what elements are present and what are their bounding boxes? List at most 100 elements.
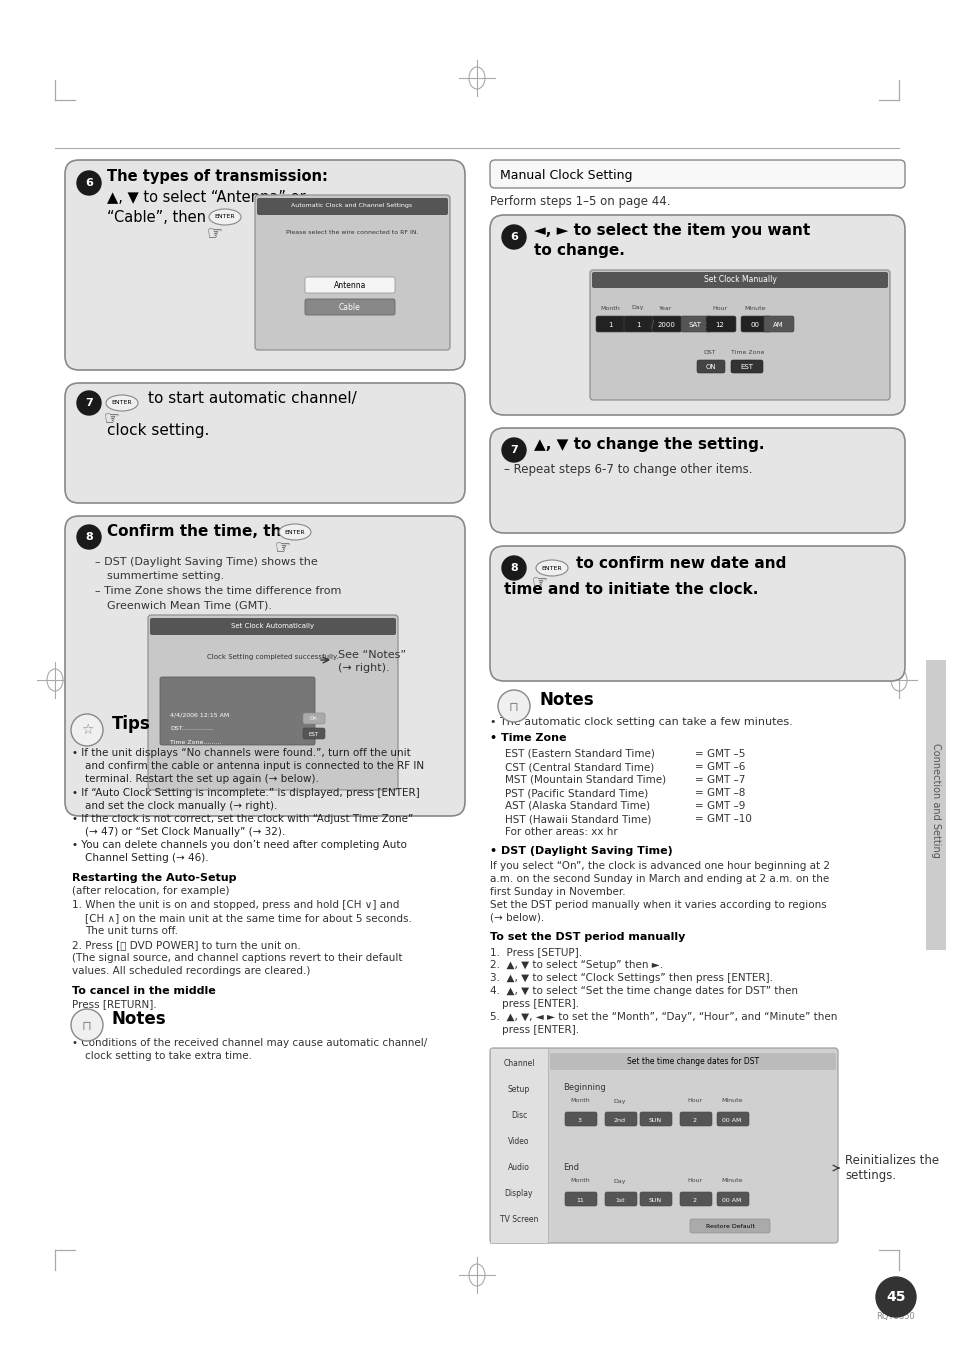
Text: 1: 1 <box>607 322 612 328</box>
Text: Connection and Setting: Connection and Setting <box>930 743 940 858</box>
Text: ⊓: ⊓ <box>509 701 518 713</box>
Text: If you select “On”, the clock is advanced one hour beginning at 2: If you select “On”, the clock is advance… <box>490 861 829 871</box>
Text: Set the time change dates for DST: Set the time change dates for DST <box>626 1056 759 1066</box>
Text: MST (Mountain Standard Time): MST (Mountain Standard Time) <box>504 775 665 785</box>
FancyBboxPatch shape <box>717 1192 748 1206</box>
FancyBboxPatch shape <box>651 316 681 332</box>
Text: • If the clock is not correct, set the clock with “Adjust Time Zone”: • If the clock is not correct, set the c… <box>71 815 413 824</box>
Text: Reinitializes the: Reinitializes the <box>844 1154 938 1166</box>
Text: Display: Display <box>504 1189 533 1198</box>
FancyBboxPatch shape <box>550 1052 835 1070</box>
Text: 1st: 1st <box>615 1197 624 1202</box>
Text: TV Screen: TV Screen <box>499 1216 537 1224</box>
Text: To set the DST period manually: To set the DST period manually <box>490 932 684 942</box>
FancyBboxPatch shape <box>65 516 464 816</box>
Bar <box>925 661 945 950</box>
Text: 8: 8 <box>510 563 517 573</box>
Circle shape <box>497 690 530 721</box>
Text: Hour: Hour <box>712 305 727 311</box>
FancyBboxPatch shape <box>592 272 887 288</box>
Text: Set Clock Manually: Set Clock Manually <box>702 276 776 285</box>
Text: Minute: Minute <box>720 1178 742 1183</box>
Text: Beginning: Beginning <box>562 1084 605 1093</box>
Text: ENTER: ENTER <box>112 400 132 405</box>
FancyBboxPatch shape <box>303 728 325 739</box>
Text: /: / <box>651 320 654 330</box>
Text: Minute: Minute <box>720 1098 742 1104</box>
Text: to change.: to change. <box>534 243 624 258</box>
Text: and confirm the cable or antenna input is connected to the RF IN: and confirm the cable or antenna input i… <box>85 761 424 771</box>
Text: Day: Day <box>631 305 643 311</box>
Text: 00 AM: 00 AM <box>721 1117 740 1123</box>
Text: ENTER: ENTER <box>541 566 561 570</box>
Text: 6: 6 <box>510 232 517 242</box>
Text: Set the DST period manually when it varies according to regions: Set the DST period manually when it vari… <box>490 900 826 911</box>
Circle shape <box>501 438 525 462</box>
Text: Press [RETURN].: Press [RETURN]. <box>71 998 156 1009</box>
FancyBboxPatch shape <box>65 382 464 503</box>
Text: ON: ON <box>705 363 716 370</box>
Text: Audio: Audio <box>508 1163 529 1173</box>
FancyBboxPatch shape <box>490 159 904 188</box>
FancyBboxPatch shape <box>305 299 395 315</box>
Ellipse shape <box>536 561 567 576</box>
FancyBboxPatch shape <box>490 546 904 681</box>
Text: ▲, ▼ to change the setting.: ▲, ▼ to change the setting. <box>534 438 763 453</box>
Text: DST................: DST................ <box>170 727 213 731</box>
Text: Please select the wire connected to RF IN.: Please select the wire connected to RF I… <box>285 231 417 235</box>
Text: 4/4/2006 12:15 AM: 4/4/2006 12:15 AM <box>170 712 229 717</box>
FancyBboxPatch shape <box>589 270 889 400</box>
FancyBboxPatch shape <box>150 617 395 635</box>
Text: to start automatic channel/: to start automatic channel/ <box>148 390 356 405</box>
Text: • Time Zone: • Time Zone <box>490 734 566 743</box>
Text: To cancel in the middle: To cancel in the middle <box>71 986 215 996</box>
Text: • If the unit displays “No channels were found.”, turn off the unit: • If the unit displays “No channels were… <box>71 748 411 758</box>
Text: Setup: Setup <box>507 1085 530 1094</box>
Text: Video: Video <box>508 1138 529 1147</box>
Text: HST (Hawaii Standard Time): HST (Hawaii Standard Time) <box>504 815 651 824</box>
FancyBboxPatch shape <box>604 1112 637 1125</box>
Text: “Cable”, then: “Cable”, then <box>107 209 206 224</box>
Text: EST (Eastern Standard Time): EST (Eastern Standard Time) <box>504 748 654 759</box>
Text: ⊓: ⊓ <box>82 1020 91 1032</box>
Text: to confirm new date and: to confirm new date and <box>576 555 785 570</box>
Text: Automatic Clock and Channel Settings: Automatic Clock and Channel Settings <box>291 204 412 208</box>
Text: SUN: SUN <box>648 1117 660 1123</box>
FancyBboxPatch shape <box>639 1112 671 1125</box>
FancyBboxPatch shape <box>160 677 314 744</box>
FancyBboxPatch shape <box>65 159 464 370</box>
FancyBboxPatch shape <box>623 316 654 332</box>
FancyBboxPatch shape <box>680 316 710 332</box>
Text: 6: 6 <box>85 178 92 188</box>
Text: Antenna: Antenna <box>334 281 366 290</box>
Text: SAT: SAT <box>688 322 700 328</box>
Text: Notes: Notes <box>112 1011 167 1028</box>
Text: • The automatic clock setting can take a few minutes.: • The automatic clock setting can take a… <box>490 717 792 727</box>
Text: settings.: settings. <box>844 1169 895 1182</box>
Text: AST (Alaska Standard Time): AST (Alaska Standard Time) <box>504 801 649 811</box>
FancyBboxPatch shape <box>639 1192 671 1206</box>
Text: End: End <box>562 1163 578 1173</box>
Text: (→ right).: (→ right). <box>337 663 389 673</box>
Text: Tips: Tips <box>112 715 151 734</box>
Text: ☞: ☞ <box>104 409 120 427</box>
Text: • Conditions of the received channel may cause automatic channel/: • Conditions of the received channel may… <box>71 1038 427 1048</box>
Ellipse shape <box>106 394 138 411</box>
FancyBboxPatch shape <box>763 316 793 332</box>
FancyBboxPatch shape <box>256 199 448 215</box>
Text: The unit turns off.: The unit turns off. <box>85 925 178 936</box>
Circle shape <box>501 226 525 249</box>
Text: Restore Default: Restore Default <box>705 1224 754 1229</box>
Text: • You can delete channels you don’t need after completing Auto: • You can delete channels you don’t need… <box>71 840 406 850</box>
Text: Month: Month <box>599 305 619 311</box>
FancyBboxPatch shape <box>697 359 724 373</box>
Text: 2.  ▲, ▼ to select “Setup” then ►.: 2. ▲, ▼ to select “Setup” then ►. <box>490 961 662 970</box>
Text: 1.  Press [SETUP].: 1. Press [SETUP]. <box>490 947 581 957</box>
Text: On: On <box>310 716 317 721</box>
Ellipse shape <box>278 524 311 540</box>
Circle shape <box>71 1009 103 1042</box>
Text: summertime setting.: summertime setting. <box>107 571 224 581</box>
Text: = GMT –10: = GMT –10 <box>695 815 751 824</box>
Text: ▲, ▼ to select “Antenna” or: ▲, ▼ to select “Antenna” or <box>107 189 305 204</box>
Text: ☞: ☞ <box>207 224 223 242</box>
